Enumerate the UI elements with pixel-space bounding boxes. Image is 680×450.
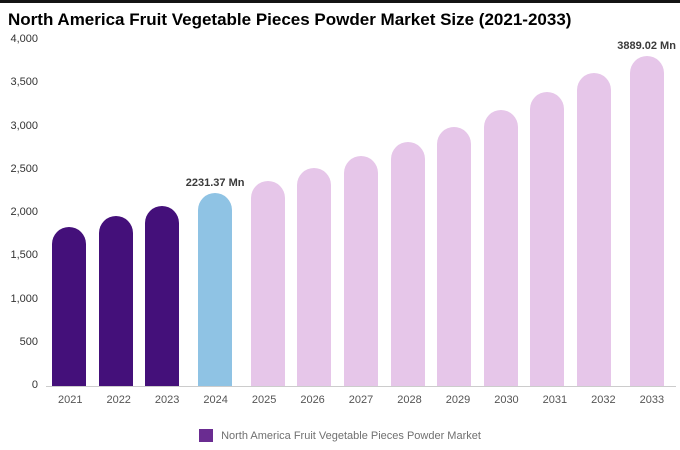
bar-2029[interactable] [437, 126, 472, 386]
bar-2024[interactable] [198, 193, 233, 386]
legend-swatch-icon [199, 429, 214, 442]
y-tick-label: 3,000 [10, 119, 38, 132]
y-tick-label: 0 [31, 379, 38, 391]
x-tick-label-2030: 2030 [494, 394, 519, 406]
chart-page: North America Fruit Vegetable Pieces Pow… [0, 3, 680, 442]
x-tick-label-2021: 2021 [57, 394, 83, 406]
legend-item[interactable]: North America Fruit Vegetable Pieces Pow… [0, 429, 680, 442]
bar-2030[interactable] [483, 110, 518, 386]
bar-2025[interactable] [250, 181, 285, 386]
y-tick-label: 2,500 [10, 162, 38, 175]
bar-slot-2022 [93, 40, 140, 386]
chart-title: North America Fruit Vegetable Pieces Pow… [8, 10, 572, 29]
bar-value-label-2024: 2231.37 Mn [185, 177, 245, 189]
y-tick-label: 2,000 [10, 206, 38, 218]
bar-slot-2023 [139, 40, 186, 386]
bar-slot-2032 [571, 40, 618, 386]
x-tick-label-2029: 2029 [445, 394, 471, 406]
bar-slot-2024: 2231.37 Mn [185, 40, 245, 386]
x-tick-label-2026: 2026 [300, 394, 325, 406]
bar-2021[interactable] [52, 226, 87, 386]
bars-row: 2231.37 Mn 3889.02 Mn [46, 40, 676, 386]
bar-slot-2028 [384, 40, 431, 386]
bar-slot-2027 [338, 40, 385, 386]
plot-area: 0 500 1,000 1,500 2,000 2,500 3,000 3,500 4,000 … [10, 34, 676, 391]
legend-label: North America Fruit Vegetable Pieces Pow… [221, 429, 481, 442]
bar-value-label-2033: 3889.02 Mn [617, 40, 676, 52]
bar-2032[interactable] [576, 72, 611, 386]
y-tick-label: 4,000 [10, 33, 38, 45]
bar-slot-2030 [477, 40, 524, 386]
bar-2023[interactable] [145, 206, 180, 386]
bar-slot-2029 [431, 40, 478, 386]
bar-2031[interactable] [530, 91, 565, 386]
bar-2027[interactable] [343, 155, 378, 386]
x-tick-label-2022: 2022 [106, 394, 131, 406]
x-tick-label-2023: 2023 [154, 394, 180, 406]
x-tick-label-2032: 2032 [591, 394, 616, 406]
bar-slot-2021 [46, 40, 93, 386]
x-tick-label-2025: 2025 [251, 394, 277, 406]
bar-slot-2031 [524, 40, 571, 386]
y-tick-label: 1,500 [10, 249, 38, 262]
bar-2022[interactable] [98, 216, 133, 386]
y-tick-label: 1,000 [10, 292, 38, 305]
y-axis: 0 500 1,000 1,500 2,000 2,500 3,000 3,500 4,000 [0, 34, 40, 391]
bar-slot-2025 [244, 40, 291, 386]
bar-slot-2026 [291, 40, 338, 386]
bar-slot-2033: 3889.02 Mn [617, 40, 676, 386]
y-tick-label: 500 [19, 335, 38, 348]
x-axis: 2021 2022 2023 2024 2025 2026 2027 2028 2029 2030… [46, 387, 676, 406]
bar-2033[interactable] [629, 56, 664, 386]
x-tick-label-2024: 2024 [203, 394, 228, 406]
x-tick-label-2033: 2033 [639, 394, 665, 406]
x-tick-label-2031: 2031 [542, 394, 568, 406]
x-tick-label-2027: 2027 [348, 394, 374, 406]
x-tick-label-2028: 2028 [397, 394, 422, 406]
bar-2026[interactable] [297, 168, 332, 386]
bar-2028[interactable] [390, 142, 425, 386]
y-tick-label: 3,500 [10, 76, 38, 89]
